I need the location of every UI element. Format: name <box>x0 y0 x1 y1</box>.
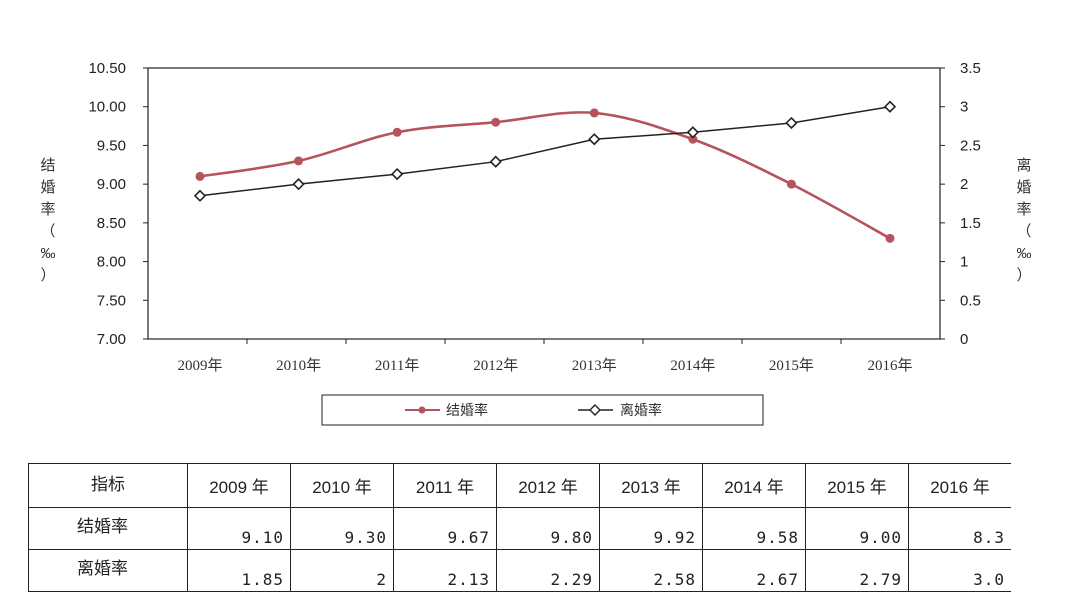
data-point-divorce <box>489 155 502 168</box>
data-point-divorce <box>686 126 699 139</box>
right-tick-label: 1 <box>960 254 968 271</box>
legend-box <box>321 394 764 426</box>
right-tick-label: 3 <box>960 99 968 116</box>
left-tick-label: 9.00 <box>97 176 126 193</box>
data-point-marriage <box>294 156 304 166</box>
header-year-2009: 2009 年 <box>187 463 291 508</box>
series-layer <box>193 100 897 243</box>
data-point-divorce <box>193 189 207 202</box>
header-year-2014: 2014 年 <box>702 463 806 508</box>
header-year-2012: 2012 年 <box>496 463 600 508</box>
table-row: 结婚率 9.10 9.30 9.67 9.80 9.92 9.58 9.00 8… <box>28 507 1011 550</box>
legend-divorce-label: 离婚率 <box>620 402 662 418</box>
data-point-divorce <box>785 116 798 130</box>
table-cell: 9.67 <box>393 507 497 550</box>
data-point-divorce <box>292 178 305 191</box>
left-tick-label: 8.00 <box>97 254 126 271</box>
right-tick-label: 2 <box>960 176 968 193</box>
left-tick-label: 7.50 <box>97 292 126 309</box>
left-tick-label: 10.00 <box>88 99 126 116</box>
plot-area <box>147 67 941 340</box>
legend-marriage-marker <box>418 406 426 414</box>
table-cell: 3.0 <box>908 549 1011 592</box>
table-cell: 9.92 <box>599 507 703 550</box>
x-axis-ticks: 2009年 2010年 2011年 2012年 2013年 2014年 2015年 2016年 <box>177 339 913 374</box>
y-axis-left-label: 结婚率（‰） <box>40 157 55 284</box>
data-point-divorce <box>391 167 404 181</box>
right-tick-label: 3.5 <box>960 60 981 77</box>
right-tick-label: 0.5 <box>960 292 981 309</box>
data-point-marriage <box>786 179 796 189</box>
data-point-marriage <box>195 171 205 181</box>
right-tick-label: 2.5 <box>960 137 981 154</box>
left-tick-label: 9.50 <box>97 137 126 154</box>
x-tick-label: 2015年 <box>769 357 814 374</box>
data-table: 指标 2009 年 2010 年 2011 年 2012 年 2013 年 20… <box>28 463 1011 592</box>
x-tick-label: 2010年 <box>276 357 321 374</box>
table-cell: 8.3 <box>908 507 1011 550</box>
left-tick-label: 7.00 <box>97 331 126 348</box>
header-year-2011: 2011 年 <box>393 463 497 508</box>
legend-divorce-marker <box>589 404 601 416</box>
table-cell: 9.58 <box>702 507 806 550</box>
series-line-divorce <box>199 105 891 197</box>
left-tick-label: 10.50 <box>88 60 126 77</box>
table-cell: 1.85 <box>187 549 291 592</box>
data-point-marriage <box>392 127 402 137</box>
header-year-2016: 2016 年 <box>908 463 1011 508</box>
x-tick-label: 2016年 <box>867 357 912 374</box>
series-line-marriage <box>199 111 891 240</box>
table-cell: 9.00 <box>805 507 909 550</box>
x-tick-label: 2011年 <box>375 357 419 374</box>
table-cell: 9.80 <box>496 507 600 550</box>
x-tick-label: 2014年 <box>670 357 715 374</box>
table-cell: 2.29 <box>496 549 600 592</box>
x-tick-label: 2009年 <box>177 357 222 374</box>
data-point-marriage <box>491 117 501 127</box>
header-year-2013: 2013 年 <box>599 463 703 508</box>
right-tick-label: 0 <box>960 331 968 348</box>
left-axis-ticks: 7.00 7.50 8.00 8.50 9.00 9.50 10.00 10.50 <box>88 60 148 348</box>
right-tick-label: 1.5 <box>960 215 981 232</box>
legend-marriage-label: 结婚率 <box>446 402 488 418</box>
table-cell: 2.67 <box>702 549 806 592</box>
row-label-marriage: 结婚率 <box>28 507 188 550</box>
header-indicator: 指标 <box>28 463 188 508</box>
x-tick-label: 2012年 <box>473 357 518 374</box>
data-point-divorce <box>588 133 601 146</box>
left-tick-label: 8.50 <box>97 215 126 232</box>
y-axis-right-label: 离婚率（‰） <box>1016 157 1031 284</box>
table-cell: 2.13 <box>393 549 497 592</box>
header-year-2015: 2015 年 <box>805 463 909 508</box>
data-point-divorce <box>883 100 897 113</box>
table-cell: 2.79 <box>805 549 909 592</box>
dual-axis-line-chart: 7.00 7.50 8.00 8.50 9.00 9.50 10.00 10.50 0 0.5 1… <box>40 60 1032 426</box>
legend: 结婚率 离婚率 <box>321 394 764 426</box>
data-point-marriage <box>589 108 599 118</box>
table-header-row: 指标 2009 年 2010 年 2011 年 2012 年 2013 年 20… <box>28 463 1011 508</box>
table-cell: 2.58 <box>599 549 703 592</box>
table-row: 离婚率 1.85 2 2.13 2.29 2.58 2.67 2.79 3.0 <box>28 549 1011 592</box>
data-point-marriage <box>688 134 698 144</box>
header-year-2010: 2010 年 <box>290 463 394 508</box>
row-label-divorce: 离婚率 <box>28 549 188 592</box>
data-point-marriage <box>885 233 895 243</box>
table-cell: 2 <box>290 549 394 592</box>
right-axis-ticks: 0 0.5 1 1.5 2 2.5 3 3.5 <box>940 60 981 348</box>
x-tick-label: 2013年 <box>572 357 617 374</box>
table-cell: 9.10 <box>187 507 291 550</box>
table-cell: 9.30 <box>290 507 394 550</box>
